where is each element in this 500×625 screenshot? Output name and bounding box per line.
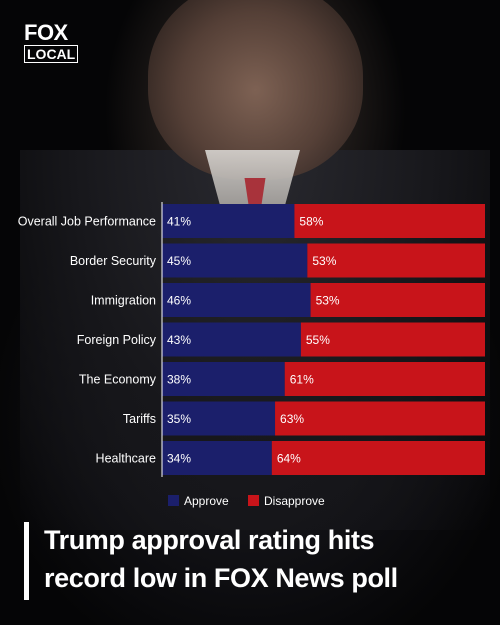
value-label-disapprove-border-security: 53% [312, 254, 336, 268]
headline-line-2: record low in FOX News poll [44, 563, 398, 593]
bar-approve-tariffs [162, 401, 276, 436]
bar-disapprove-tariffs [275, 401, 485, 436]
bar-disapprove-the-economy [284, 362, 485, 396]
value-label-disapprove-foreign-policy: 55% [306, 333, 330, 347]
logo-line-2: LOCAL [24, 45, 79, 63]
headline-accent-bar [24, 522, 29, 600]
value-label-disapprove-immigration: 53% [316, 294, 340, 308]
legend-swatch-disapprove [248, 495, 259, 506]
value-label-approve-border-security: 45% [167, 254, 191, 268]
value-label-disapprove-overall-job-performance: 58% [299, 215, 323, 229]
bar-approve-foreign-policy [162, 322, 301, 357]
value-label-approve-foreign-policy: 43% [167, 333, 191, 347]
bar-disapprove-immigration [310, 283, 485, 317]
value-label-approve-immigration: 46% [167, 294, 191, 308]
headline-line-1: Trump approval rating hits [44, 525, 375, 555]
category-label-immigration: Immigration [91, 294, 156, 308]
approval-chart: Overall Job Performance 41% 58% Border Secu… [18, 202, 485, 508]
category-label-foreign-policy: Foreign Policy [77, 333, 157, 347]
legend-swatch-approve [168, 495, 179, 506]
fox-local-logo: FOX LOCAL [24, 20, 79, 63]
category-label-the-economy: The Economy [79, 373, 157, 387]
legend-label-disapprove: Disapprove [264, 494, 325, 508]
bar-disapprove-foreign-policy [300, 322, 485, 357]
bar-approve-healthcare [162, 441, 272, 475]
bar-approve-overall-job-performance [162, 204, 295, 238]
bar-approve-the-economy [162, 362, 285, 396]
bar-disapprove-overall-job-performance [294, 204, 485, 238]
bar-approve-immigration [162, 283, 311, 317]
value-label-approve-tariffs: 35% [167, 412, 191, 426]
bar-disapprove-healthcare [271, 441, 485, 475]
bar-disapprove-border-security [307, 243, 485, 278]
value-label-disapprove-healthcare: 64% [277, 452, 301, 466]
value-label-approve-the-economy: 38% [167, 373, 191, 387]
category-label-tariffs: Tariffs [123, 412, 156, 426]
value-label-disapprove-the-economy: 61% [290, 373, 314, 387]
legend-label-approve: Approve [184, 494, 229, 508]
category-label-healthcare: Healthcare [96, 452, 156, 466]
headline: Trump approval rating hits record low in… [44, 521, 484, 597]
logo-line-1: FOX [24, 20, 68, 45]
value-label-approve-healthcare: 34% [167, 452, 191, 466]
value-label-approve-overall-job-performance: 41% [167, 215, 191, 229]
photo-tie [244, 178, 266, 208]
category-label-overall-job-performance: Overall Job Performance [18, 215, 156, 229]
value-label-disapprove-tariffs: 63% [280, 412, 304, 426]
bar-approve-border-security [162, 243, 308, 278]
category-label-border-security: Border Security [70, 254, 157, 268]
